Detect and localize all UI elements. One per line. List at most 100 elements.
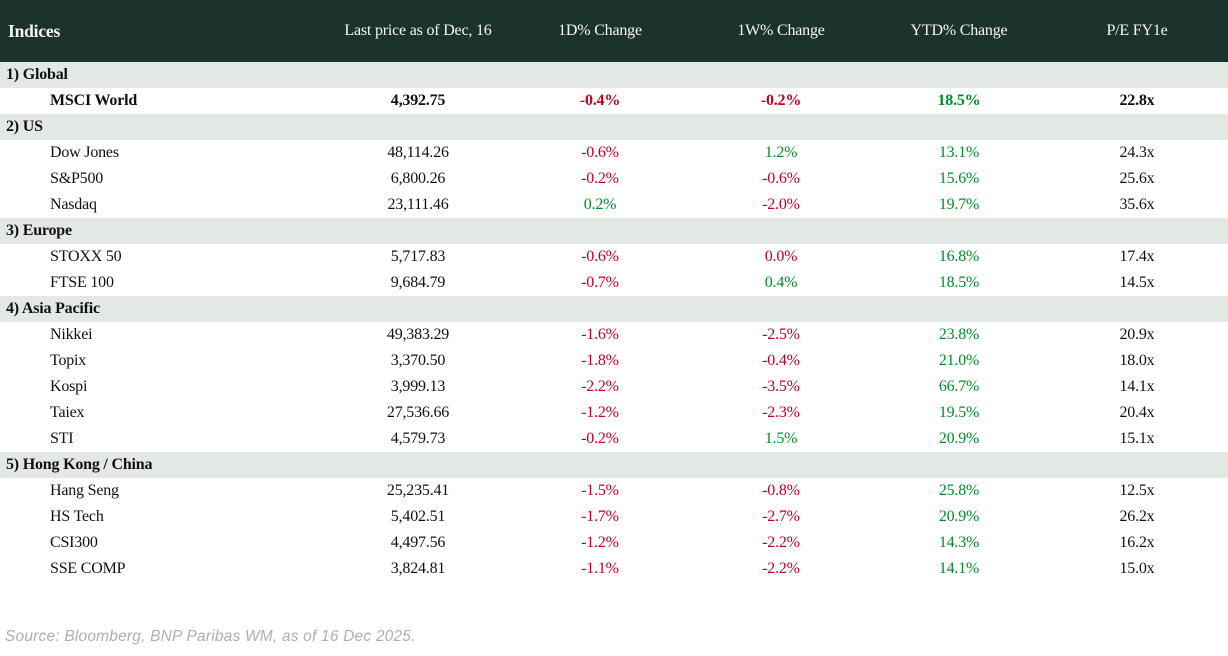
last-price-value: 6,800.26	[326, 166, 510, 192]
1d-change-value: -1.8%	[510, 348, 690, 374]
index-name: Nasdaq	[0, 192, 326, 218]
last-price-value: 23,111.46	[326, 192, 510, 218]
source-note: Source: Bloomberg, BNP Paribas WM, as of…	[5, 628, 416, 645]
index-name: CSI300	[0, 530, 326, 556]
1w-change-value: -2.5%	[690, 322, 872, 348]
ytd-change-value: 19.7%	[872, 192, 1046, 218]
1d-change-value: -0.6%	[510, 244, 690, 270]
section-header-row: 4) Asia Pacific	[0, 296, 1228, 322]
last-price-value: 3,824.81	[326, 556, 510, 582]
header-ytd-change: YTD% Change	[872, 0, 1046, 62]
1d-change-value: -0.7%	[510, 270, 690, 296]
index-row: SSE COMP 3,824.81 -1.1% -2.2% 14.1% 15.0x	[0, 556, 1228, 582]
1d-change-value: -1.2%	[510, 400, 690, 426]
index-name: STOXX 50	[0, 244, 326, 270]
ytd-change-value: 19.5%	[872, 400, 1046, 426]
header-1d-change: 1D% Change	[510, 0, 690, 62]
last-price-value: 9,684.79	[326, 270, 510, 296]
1w-change-value: -3.5%	[690, 374, 872, 400]
last-price-value: 4,579.73	[326, 426, 510, 452]
index-row: STI 4,579.73 -0.2% 1.5% 20.9% 15.1x	[0, 426, 1228, 452]
1d-change-value: -1.5%	[510, 478, 690, 504]
section-header-row: 1) Global	[0, 62, 1228, 88]
ytd-change-value: 13.1%	[872, 140, 1046, 166]
1w-change-value: -0.4%	[690, 348, 872, 374]
pe-value: 17.4x	[1046, 244, 1228, 270]
1d-change-value: -0.2%	[510, 166, 690, 192]
ytd-change-value: 66.7%	[872, 374, 1046, 400]
last-price-value: 5,402.51	[326, 504, 510, 530]
section-header-label: 1) Global	[0, 62, 1228, 88]
index-row: HS Tech 5,402.51 -1.7% -2.7% 20.9% 26.2x	[0, 504, 1228, 530]
1d-change-value: -1.1%	[510, 556, 690, 582]
index-row: Nikkei 49,383.29 -1.6% -2.5% 23.8% 20.9x	[0, 322, 1228, 348]
index-row: Topix 3,370.50 -1.8% -0.4% 21.0% 18.0x	[0, 348, 1228, 374]
section-header-label: 3) Europe	[0, 218, 1228, 244]
pe-value: 16.2x	[1046, 530, 1228, 556]
last-price-value: 3,999.13	[326, 374, 510, 400]
index-name: S&P500	[0, 166, 326, 192]
ytd-change-value: 20.9%	[872, 504, 1046, 530]
index-row: Nasdaq 23,111.46 0.2% -2.0% 19.7% 35.6x	[0, 192, 1228, 218]
index-name: SSE COMP	[0, 556, 326, 582]
1d-change-value: -1.6%	[510, 322, 690, 348]
ytd-change-value: 15.6%	[872, 166, 1046, 192]
ytd-change-value: 14.3%	[872, 530, 1046, 556]
index-row: Hang Seng 25,235.41 -1.5% -0.8% 25.8% 12.5x	[0, 478, 1228, 504]
1w-change-value: -2.7%	[690, 504, 872, 530]
1d-change-value: -0.2%	[510, 426, 690, 452]
ytd-change-value: 21.0%	[872, 348, 1046, 374]
1d-change-value: -0.4%	[510, 88, 690, 114]
header-indices: Indices	[0, 0, 326, 62]
index-name: Taiex	[0, 400, 326, 426]
pe-value: 24.3x	[1046, 140, 1228, 166]
index-row: S&P500 6,800.26 -0.2% -0.6% 15.6% 25.6x	[0, 166, 1228, 192]
1w-change-value: -2.0%	[690, 192, 872, 218]
index-row: Taiex 27,536.66 -1.2% -2.3% 19.5% 20.4x	[0, 400, 1228, 426]
ytd-change-value: 20.9%	[872, 426, 1046, 452]
pe-value: 14.5x	[1046, 270, 1228, 296]
1w-change-value: -2.2%	[690, 530, 872, 556]
1w-change-value: 1.2%	[690, 140, 872, 166]
indices-table: Indices Last price as of Dec, 16 1D% Cha…	[0, 0, 1228, 582]
last-price-value: 4,497.56	[326, 530, 510, 556]
1w-change-value: -0.6%	[690, 166, 872, 192]
1w-change-value: -2.2%	[690, 556, 872, 582]
last-price-value: 25,235.41	[326, 478, 510, 504]
index-name: Hang Seng	[0, 478, 326, 504]
pe-value: 15.0x	[1046, 556, 1228, 582]
section-header-label: 4) Asia Pacific	[0, 296, 1228, 322]
1d-change-value: -1.7%	[510, 504, 690, 530]
index-row: Kospi 3,999.13 -2.2% -3.5% 66.7% 14.1x	[0, 374, 1228, 400]
ytd-change-value: 18.5%	[872, 88, 1046, 114]
pe-value: 22.8x	[1046, 88, 1228, 114]
section-header-row: 2) US	[0, 114, 1228, 140]
index-name: STI	[0, 426, 326, 452]
ytd-change-value: 14.1%	[872, 556, 1046, 582]
last-price-value: 3,370.50	[326, 348, 510, 374]
pe-value: 18.0x	[1046, 348, 1228, 374]
ytd-change-value: 16.8%	[872, 244, 1046, 270]
index-name: HS Tech	[0, 504, 326, 530]
pe-value: 14.1x	[1046, 374, 1228, 400]
index-row: MSCI World 4,392.75 -0.4% -0.2% 18.5% 22.8x	[0, 88, 1228, 114]
pe-value: 12.5x	[1046, 478, 1228, 504]
pe-value: 25.6x	[1046, 166, 1228, 192]
section-header-label: 2) US	[0, 114, 1228, 140]
index-name: Nikkei	[0, 322, 326, 348]
1w-change-value: -0.8%	[690, 478, 872, 504]
1d-change-value: -0.6%	[510, 140, 690, 166]
1d-change-value: -1.2%	[510, 530, 690, 556]
pe-value: 20.4x	[1046, 400, 1228, 426]
index-row: STOXX 50 5,717.83 -0.6% 0.0% 16.8% 17.4x	[0, 244, 1228, 270]
pe-value: 20.9x	[1046, 322, 1228, 348]
index-name: Topix	[0, 348, 326, 374]
ytd-change-value: 18.5%	[872, 270, 1046, 296]
ytd-change-value: 23.8%	[872, 322, 1046, 348]
1d-change-value: -2.2%	[510, 374, 690, 400]
ytd-change-value: 25.8%	[872, 478, 1046, 504]
1w-change-value: 0.4%	[690, 270, 872, 296]
1d-change-value: 0.2%	[510, 192, 690, 218]
section-header-row: 5) Hong Kong / China	[0, 452, 1228, 478]
